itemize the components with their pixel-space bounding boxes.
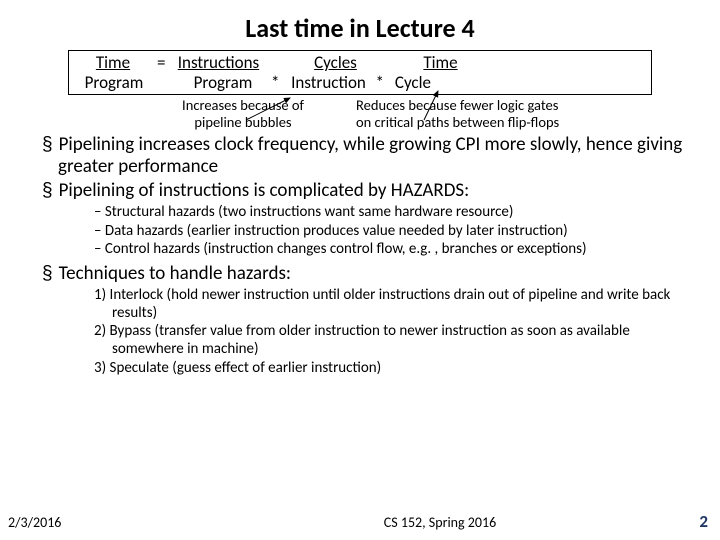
eq-mult1: * <box>271 73 279 93</box>
eq-cycles-top: Cycles <box>293 53 377 73</box>
eq-program1: Program <box>83 73 145 93</box>
eq-time-top: Time <box>83 53 143 73</box>
technique-speculate: 3) Speculate (guess effect of earlier in… <box>94 360 690 378</box>
hazard-control: – Control hazards (instruction changes c… <box>94 241 690 259</box>
footer-page-number: 2 <box>680 511 720 532</box>
annotation-cycle-reduce: Reduces because fewer logic gates on cri… <box>328 97 700 130</box>
techniques-list: 1) Interlock (hold newer instruction unt… <box>42 287 690 377</box>
hazard-data: – Data hazards (earlier instruction prod… <box>94 223 690 241</box>
eq-program2: Program <box>187 73 259 93</box>
eq-equals: = <box>157 53 165 73</box>
eq-mult2: * <box>375 73 383 93</box>
technique-bypass: 2) Bypass (transfer value from older ins… <box>94 323 690 358</box>
bullet-techniques: Techniques to handle hazards: <box>42 263 690 285</box>
eq-instr-top: Instructions <box>173 53 263 73</box>
footer-course: CS 152, Spring 2016 <box>200 514 680 531</box>
hazard-structural: – Structural hazards (two instructions w… <box>94 204 690 222</box>
slide-body: Pipelining increases clock frequency, wh… <box>0 134 720 377</box>
bullet-hazards: Pipelining of instructions is complicate… <box>42 180 690 202</box>
technique-interlock: 1) Interlock (hold newer instruction unt… <box>94 287 690 322</box>
cpu-time-equation: Time = Instructions Cycles Time Program … <box>68 50 652 95</box>
hazards-list: – Structural hazards (two instructions w… <box>42 204 690 259</box>
equation-annotations: Increases because of pipeline bubbles Re… <box>0 97 720 134</box>
slide-title: Last time in Lecture 4 <box>0 0 720 50</box>
slide-footer: 2/3/2016 CS 152, Spring 2016 2 <box>0 511 720 532</box>
annotation-cpi-increase: Increases because of pipeline bubbles <box>158 97 328 130</box>
eq-cycle: Cycle <box>392 73 434 93</box>
bullet-pipelining-perf: Pipelining increases clock frequency, wh… <box>42 134 690 178</box>
eq-time2-top: Time <box>417 53 463 73</box>
footer-date: 2/3/2016 <box>0 514 200 531</box>
eq-instruction: Instruction <box>287 73 369 93</box>
